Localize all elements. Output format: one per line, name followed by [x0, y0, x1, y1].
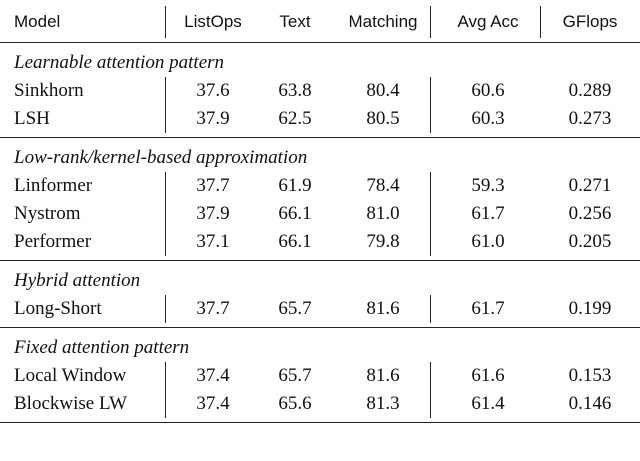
column-rule: [430, 228, 431, 256]
section-title: Hybrid attention: [14, 270, 141, 291]
column-rule: [540, 6, 541, 38]
cell: 66.1: [278, 231, 312, 252]
header-cell: GFlops: [562, 12, 618, 31]
header-cell: Model: [14, 12, 61, 31]
column-rule: [165, 77, 166, 105]
cell: 78.4: [366, 175, 400, 196]
column-rule: [430, 362, 431, 390]
cell: 81.6: [366, 365, 400, 386]
cell: 61.0: [471, 231, 505, 252]
cell: 60.6: [471, 80, 505, 101]
model-name: Linformer: [14, 175, 93, 196]
rule: [0, 327, 640, 328]
section-title: Fixed attention pattern: [14, 337, 190, 358]
cell: 80.5: [366, 108, 400, 129]
section-title: Learnable attention pattern: [14, 52, 225, 73]
column-rule: [165, 105, 166, 133]
cell: 37.9: [196, 108, 230, 129]
cell: 61.6: [471, 365, 505, 386]
cell: 81.3: [366, 393, 400, 414]
model-name: Long-Short: [14, 298, 102, 319]
cell: 0.146: [568, 393, 612, 414]
header-cell: Avg Acc: [457, 12, 519, 31]
model-name: Nystrom: [14, 203, 81, 224]
cell: 37.4: [196, 365, 230, 386]
model-name: Performer: [14, 231, 92, 252]
header-cell: ListOps: [184, 12, 242, 31]
model-name: Local Window: [14, 365, 127, 386]
cell: 79.8: [366, 231, 400, 252]
cell: 61.7: [471, 203, 505, 224]
column-rule: [430, 200, 431, 228]
column-rule: [165, 362, 166, 390]
cell: 66.1: [278, 203, 312, 224]
cell: 62.5: [278, 108, 312, 129]
cell: 61.7: [471, 298, 505, 319]
rule: [0, 42, 640, 43]
cell: 80.4: [366, 80, 400, 101]
cell: 65.7: [278, 365, 312, 386]
column-rule: [430, 295, 431, 323]
column-rule: [165, 390, 166, 418]
column-rule: [165, 228, 166, 256]
cell: 37.7: [196, 298, 230, 319]
header-cell: Matching: [348, 12, 418, 31]
cell: 0.273: [568, 108, 612, 129]
cell: 0.153: [568, 365, 612, 386]
column-rule: [165, 200, 166, 228]
column-rule: [165, 6, 166, 38]
cell: 37.4: [196, 393, 230, 414]
column-rule: [430, 105, 431, 133]
column-rule: [165, 295, 166, 323]
cell: 37.9: [196, 203, 230, 224]
cell: 37.7: [196, 175, 230, 196]
model-name: LSH: [14, 108, 50, 129]
cell: 0.205: [568, 231, 612, 252]
column-rule: [430, 390, 431, 418]
cell: 59.3: [471, 175, 505, 196]
cell: 81.6: [366, 298, 400, 319]
cell: 81.0: [366, 203, 400, 224]
column-rule: [165, 172, 166, 200]
cell: 60.3: [471, 108, 505, 129]
cell: 0.256: [568, 203, 612, 224]
rule: [0, 260, 640, 261]
cell: 37.6: [196, 80, 230, 101]
cell: 0.199: [568, 298, 612, 319]
column-rule: [430, 77, 431, 105]
column-rule: [430, 172, 431, 200]
cell: 65.6: [278, 393, 312, 414]
section-title: Low-rank/kernel-based approximation: [14, 147, 308, 168]
model-name: Blockwise LW: [14, 393, 128, 414]
column-rule: [430, 6, 431, 38]
cell: 0.271: [568, 175, 612, 196]
cell: 63.8: [278, 80, 312, 101]
cell: 65.7: [278, 298, 312, 319]
cell: 61.9: [278, 175, 312, 196]
model-name: Sinkhorn: [14, 80, 84, 101]
rule: [0, 422, 640, 423]
cell: 37.1: [196, 231, 230, 252]
header-cell: Text: [279, 12, 311, 31]
cell: 0.289: [568, 80, 612, 101]
cell: 61.4: [471, 393, 505, 414]
rule: [0, 137, 640, 138]
